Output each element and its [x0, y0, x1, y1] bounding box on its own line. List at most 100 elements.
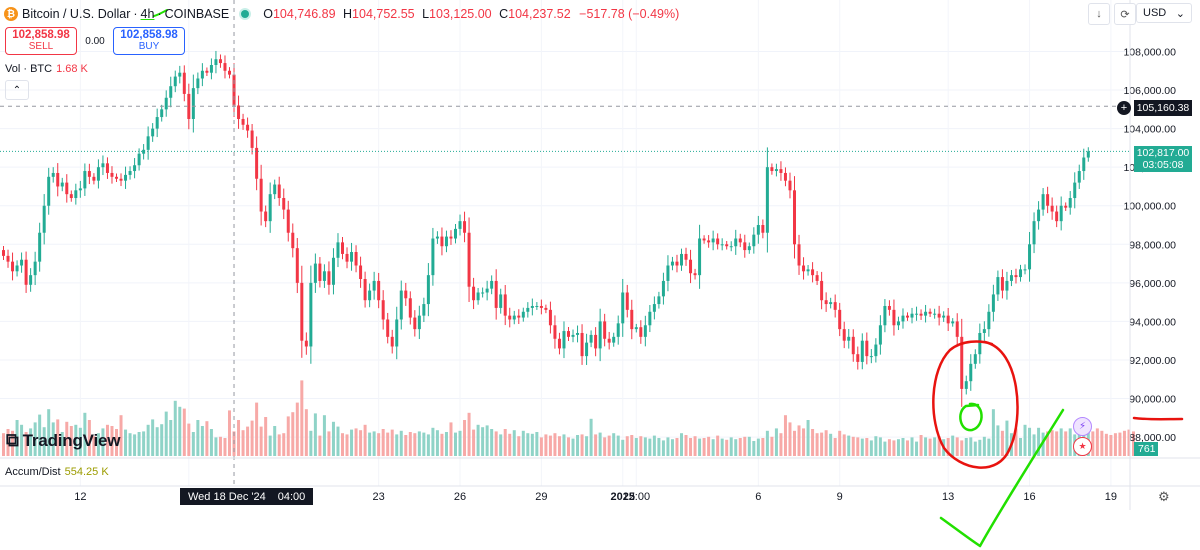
volume-bar	[463, 420, 467, 456]
candle-body	[20, 259, 24, 266]
candle-body	[304, 340, 308, 347]
volume-bar	[553, 433, 557, 456]
volume-bar	[359, 430, 363, 456]
volume-bar	[598, 432, 602, 456]
candle-body	[661, 280, 665, 297]
candle-body	[119, 178, 123, 181]
symbol-header[interactable]: ₿ Bitcoin / U.S. Dollar · 4h · COINBASE …	[4, 5, 679, 23]
volume-bar	[322, 415, 326, 456]
candle-body	[634, 327, 638, 330]
volume-bar	[273, 426, 277, 456]
volume-bar	[69, 426, 73, 456]
volume-bar	[458, 430, 462, 456]
volume-bar	[331, 421, 335, 456]
volume-bar	[499, 434, 503, 456]
candle-body	[78, 188, 82, 191]
volume-bar	[969, 437, 973, 456]
candle-body	[476, 292, 480, 301]
candle-body	[987, 311, 991, 330]
download-icon[interactable]: ↓	[1088, 3, 1110, 25]
volume-bar	[291, 412, 295, 456]
change-value: −517.78 (−0.49%)	[579, 7, 680, 21]
volume-bar	[417, 431, 421, 456]
volume-bar	[680, 433, 683, 456]
candle-body	[255, 147, 259, 179]
accum-dist-legend[interactable]: Accum/Dist 554.25 K	[5, 466, 109, 478]
volume-bar	[20, 424, 24, 456]
x-tick-label: 16	[1023, 491, 1035, 503]
volume-bar	[802, 428, 806, 456]
symbol-name[interactable]: Bitcoin / U.S. Dollar	[22, 7, 131, 21]
y-tick-label: 92,000.00	[1129, 355, 1176, 367]
volume-bar	[65, 421, 69, 456]
volume-bar	[1113, 433, 1117, 456]
candle-body	[196, 78, 200, 89]
volume-bar	[408, 432, 412, 456]
x-tick-label: 6	[755, 491, 761, 503]
volume-bar	[811, 429, 815, 456]
candle-body	[494, 280, 498, 308]
candle-body	[164, 97, 168, 110]
volume-bar	[1122, 430, 1126, 456]
volume-bar	[982, 436, 986, 456]
volume-bar	[978, 439, 982, 456]
open-value: 104,746.89	[272, 7, 336, 21]
volume-bar	[42, 427, 46, 456]
candle-body	[910, 313, 914, 318]
volume-bar	[1050, 430, 1054, 456]
currency-select[interactable]: USD ⌄	[1136, 3, 1192, 23]
candle-body	[2, 250, 5, 256]
volume-bar	[241, 430, 245, 456]
interval-label[interactable]: 4h	[140, 7, 155, 21]
candle-body	[503, 294, 507, 316]
volume-bar	[178, 406, 182, 456]
candle-body	[928, 311, 932, 314]
volume-bar	[874, 436, 878, 456]
volume-bar	[1127, 429, 1131, 456]
x-tick-label: 2025	[610, 491, 634, 503]
volume-bar	[661, 440, 665, 456]
reset-icon[interactable]: ⟳	[1114, 3, 1136, 25]
volume-bar	[228, 410, 231, 456]
candle-body	[802, 265, 806, 272]
candle-body	[806, 269, 810, 272]
buy-button[interactable]: 102,858.98 BUY	[113, 27, 185, 55]
settings-gear-icon[interactable]: ⚙	[1158, 490, 1170, 505]
candle-body	[490, 280, 494, 289]
volume-bar	[1095, 428, 1099, 456]
candle-body	[630, 309, 634, 330]
volume-legend[interactable]: Vol · BTC 1.68 K	[5, 63, 88, 75]
tradingview-logo[interactable]: ⧉ TradingView	[6, 430, 121, 451]
us-flag-icon[interactable]: ★	[1073, 437, 1092, 456]
volume-bar	[2, 433, 5, 456]
candle-body	[824, 300, 828, 305]
volume-bar	[124, 429, 128, 456]
volume-bar	[675, 438, 679, 456]
candle-body	[783, 172, 787, 181]
volume-bar	[11, 430, 15, 456]
candle-body	[309, 282, 313, 347]
volume-bar	[987, 438, 991, 456]
volume-bar	[652, 435, 656, 456]
candle-body	[657, 296, 661, 305]
candle-body	[381, 300, 385, 320]
candle-body	[29, 275, 33, 285]
candle-body	[901, 315, 905, 322]
volume-bar	[906, 440, 909, 456]
collapse-legend-button[interactable]: ⌃	[5, 80, 29, 100]
lightning-alert-icon[interactable]: ⚡	[1073, 417, 1092, 436]
candle-body	[729, 246, 733, 248]
add-alert-plus-icon[interactable]: +	[1117, 101, 1131, 115]
volume-bar	[806, 420, 810, 456]
candle-body	[499, 294, 503, 308]
volume-bar	[670, 439, 674, 456]
sell-button[interactable]: 102,858.98 SELL	[5, 27, 77, 55]
candle-body	[368, 290, 372, 301]
volume-bar	[413, 433, 417, 456]
candle-body	[797, 244, 801, 266]
volume-bar	[354, 428, 358, 456]
volume-bar	[951, 435, 955, 456]
candle-body	[512, 315, 516, 320]
volume-bar	[833, 438, 837, 456]
